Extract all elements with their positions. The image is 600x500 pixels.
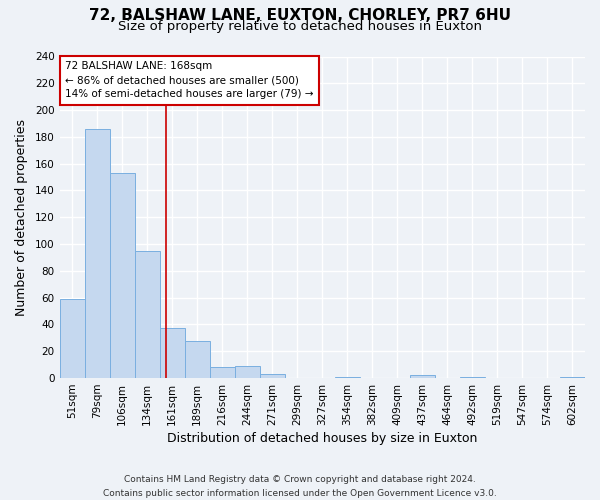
Bar [185, 340, 209, 378]
Bar [260, 374, 285, 378]
Text: 72 BALSHAW LANE: 168sqm
← 86% of detached houses are smaller (500)
14% of semi-d: 72 BALSHAW LANE: 168sqm ← 86% of detache… [65, 62, 313, 100]
Bar [335, 376, 360, 378]
Text: Size of property relative to detached houses in Euxton: Size of property relative to detached ho… [118, 20, 482, 33]
Bar [410, 376, 435, 378]
Bar [160, 328, 185, 378]
Y-axis label: Number of detached properties: Number of detached properties [15, 119, 28, 316]
Bar [59, 299, 85, 378]
X-axis label: Distribution of detached houses by size in Euxton: Distribution of detached houses by size … [167, 432, 478, 445]
Bar [209, 368, 235, 378]
Bar [110, 173, 134, 378]
Bar [235, 366, 260, 378]
Bar [85, 129, 110, 378]
Text: Contains HM Land Registry data © Crown copyright and database right 2024.
Contai: Contains HM Land Registry data © Crown c… [103, 476, 497, 498]
Bar [560, 376, 585, 378]
Bar [134, 251, 160, 378]
Text: 72, BALSHAW LANE, EUXTON, CHORLEY, PR7 6HU: 72, BALSHAW LANE, EUXTON, CHORLEY, PR7 6… [89, 8, 511, 22]
Bar [460, 376, 485, 378]
